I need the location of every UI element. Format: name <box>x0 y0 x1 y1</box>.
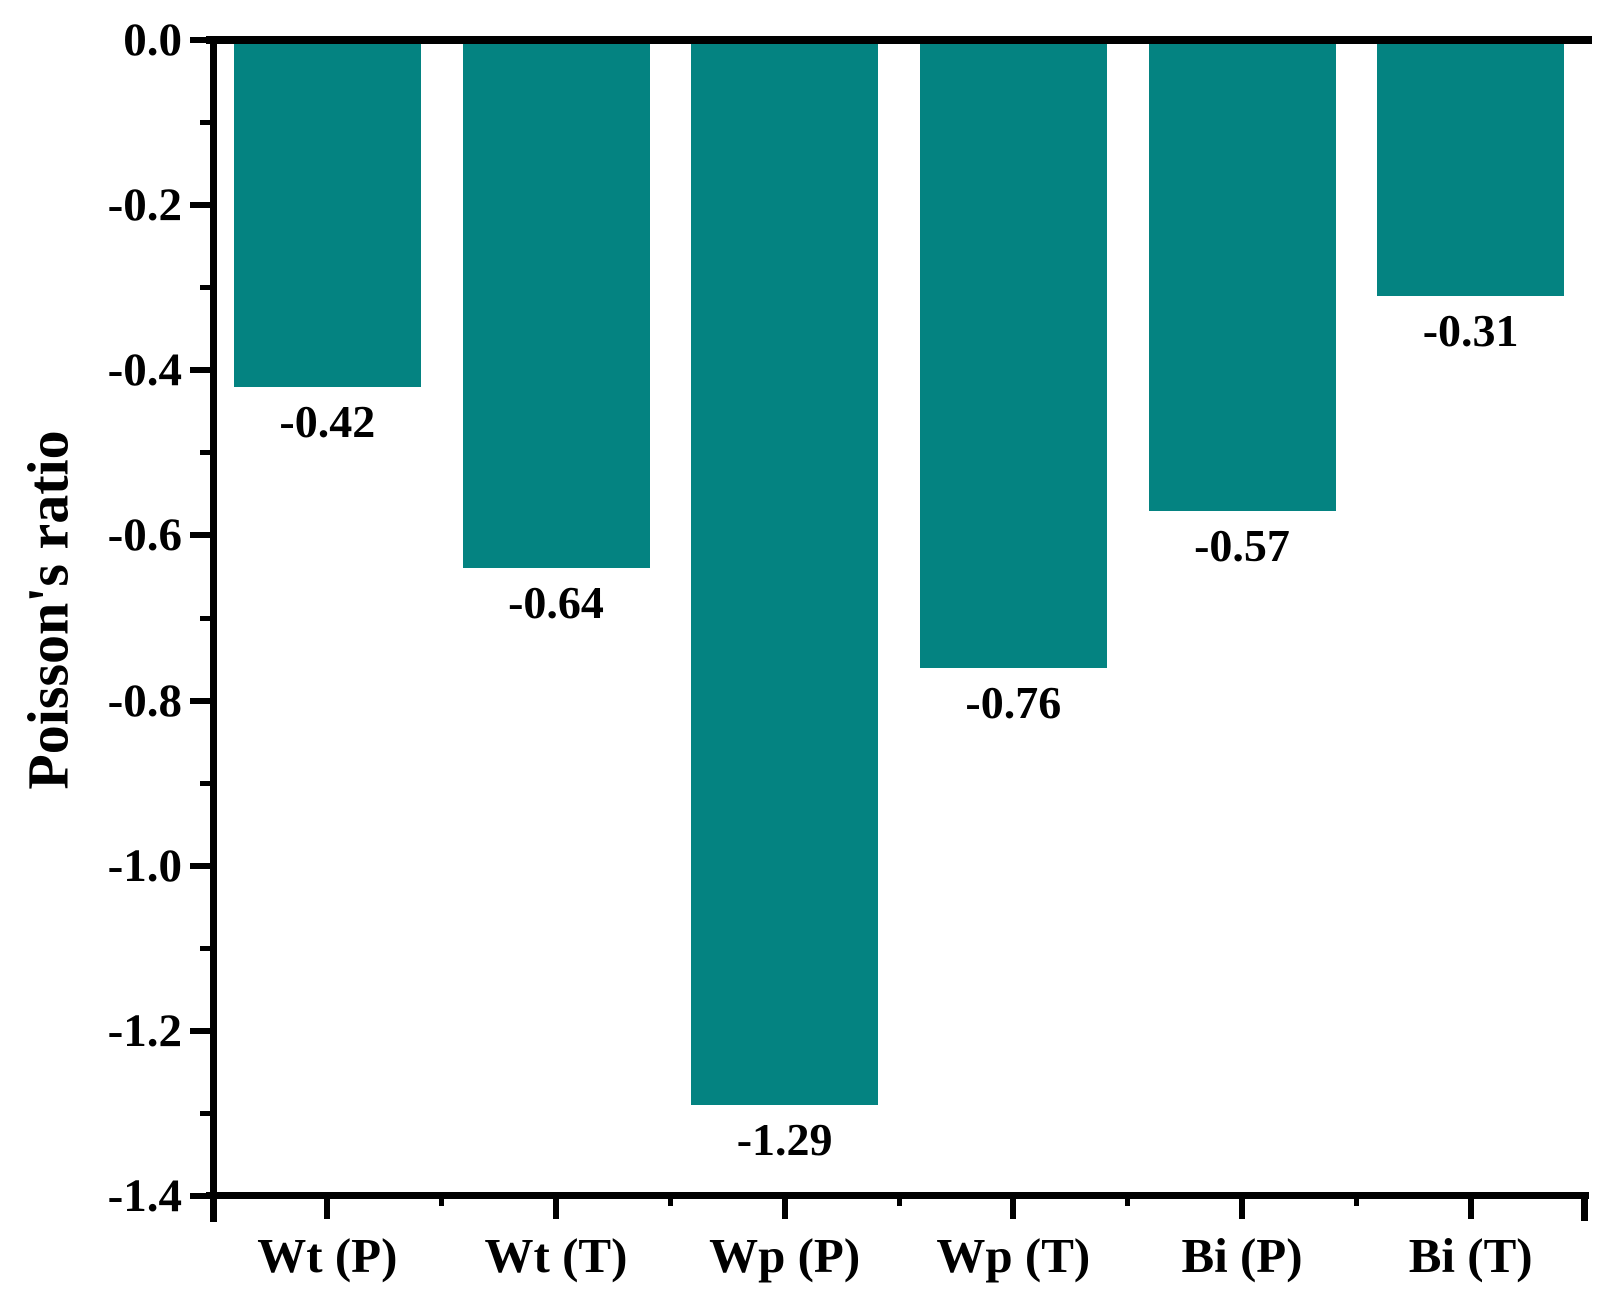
x-major-tick <box>1010 1192 1017 1219</box>
x-category-label: Bi (P) <box>1181 1228 1303 1283</box>
y-minor-tick <box>200 285 213 291</box>
y-major-tick <box>190 367 213 374</box>
x-category-label: Wp (T) <box>936 1228 1091 1283</box>
x-category-label: Wp (P) <box>709 1228 861 1283</box>
bar-value-label: -0.57 <box>1194 520 1290 571</box>
x-major-tick <box>553 1192 559 1219</box>
bar-value-label: -0.31 <box>1422 305 1519 356</box>
y-minor-tick <box>200 780 213 786</box>
y-tick-label: -1.4 <box>107 1170 182 1222</box>
y-axis-title: Poisson's ratio <box>15 430 81 790</box>
x-axis-end-tick <box>1581 1192 1588 1221</box>
y-major-tick <box>190 532 213 539</box>
x-major-tick <box>781 1192 788 1219</box>
x-minor-tick <box>1125 1192 1131 1206</box>
x-category-label: Wt (P) <box>257 1228 398 1283</box>
x-minor-tick <box>896 1192 902 1206</box>
bar <box>691 40 879 1105</box>
x-major-tick <box>324 1192 331 1219</box>
bar-value-label: -0.64 <box>508 577 604 628</box>
y-minor-tick <box>200 945 213 951</box>
bar <box>1377 40 1565 296</box>
y-minor-tick <box>200 615 213 621</box>
y-major-tick <box>190 697 213 704</box>
y-major-tick <box>190 37 213 43</box>
x-category-label: Bi (T) <box>1408 1228 1533 1283</box>
y-major-tick <box>190 862 213 869</box>
x-major-tick <box>1467 1192 1474 1219</box>
x-major-tick <box>1239 1192 1245 1219</box>
y-minor-tick <box>200 120 213 126</box>
bar-value-label: -0.76 <box>965 677 1062 728</box>
y-minor-tick <box>200 450 213 456</box>
bar <box>919 40 1107 668</box>
x-axis-zero-line <box>206 36 1592 44</box>
bar-value-label: -1.29 <box>736 1114 833 1165</box>
y-tick-label: -0.6 <box>107 509 182 562</box>
y-tick-label: -0.2 <box>107 179 182 232</box>
x-category-label: Wt (T) <box>484 1228 628 1283</box>
y-tick-label: 0.0 <box>123 14 182 66</box>
y-tick-label: -1.2 <box>107 1004 182 1057</box>
bar <box>462 40 650 568</box>
y-axis-line <box>210 36 217 1222</box>
bar <box>1148 40 1336 511</box>
x-minor-tick <box>439 1192 445 1206</box>
y-tick-label: -0.4 <box>107 344 182 397</box>
bar <box>233 40 421 387</box>
y-minor-tick <box>200 1110 213 1116</box>
y-tick-label: -1.0 <box>107 839 182 892</box>
bar-value-label: -0.42 <box>279 396 376 447</box>
y-major-tick <box>190 202 213 209</box>
x-minor-tick <box>667 1192 673 1206</box>
x-minor-tick <box>1353 1192 1359 1206</box>
y-tick-label: -0.8 <box>107 674 182 727</box>
y-major-tick <box>190 1193 213 1199</box>
y-major-tick <box>190 1027 213 1034</box>
